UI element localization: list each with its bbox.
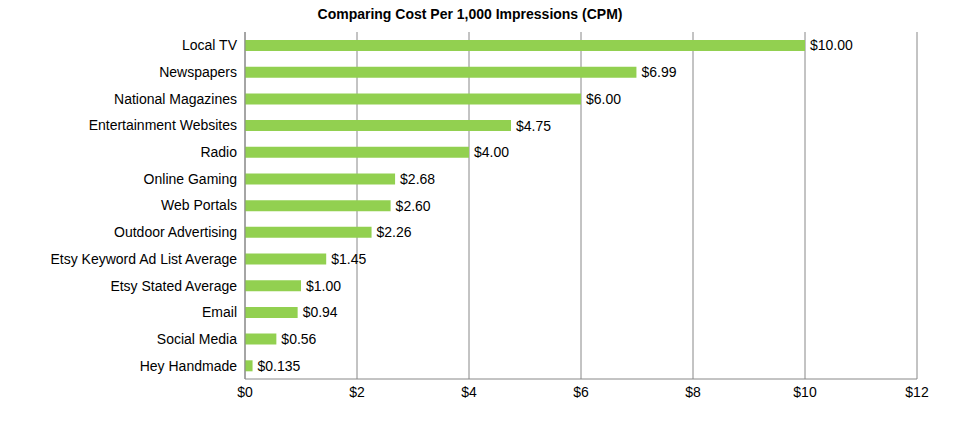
svg-text:Social Media: Social Media <box>157 331 237 347</box>
svg-text:$0.56: $0.56 <box>281 331 316 347</box>
svg-text:$8: $8 <box>685 384 701 400</box>
svg-text:Newspapers: Newspapers <box>159 64 237 80</box>
svg-text:$6.00: $6.00 <box>586 91 621 107</box>
svg-text:Online Gaming: Online Gaming <box>144 171 237 187</box>
svg-text:$0.94: $0.94 <box>303 304 338 320</box>
html-text:Comparing Cost Per 1,000 Impre: Comparing Cost Per 1,000 Impressions (CP… <box>317 6 623 22</box>
svg-text:Email: Email <box>202 304 237 320</box>
svg-text:Radio: Radio <box>200 144 237 160</box>
svg-text:Entertainment Websites: Entertainment Websites <box>89 117 237 133</box>
svg-text:$1.00: $1.00 <box>306 278 341 294</box>
svg-text:$4.00: $4.00 <box>474 144 509 160</box>
svg-text:$4: $4 <box>461 384 477 400</box>
svg-text:$2.68: $2.68 <box>400 171 435 187</box>
svg-text:$2.26: $2.26 <box>377 224 412 240</box>
svg-text:$2.60: $2.60 <box>396 198 431 214</box>
svg-text:Etsy Stated Average: Etsy Stated Average <box>110 278 237 294</box>
svg-text:$2: $2 <box>349 384 365 400</box>
svg-text:$1.45: $1.45 <box>331 251 366 267</box>
svg-text:Hey Handmade: Hey Handmade <box>140 358 237 374</box>
svg-text:$10: $10 <box>793 384 817 400</box>
svg-text:$4.75: $4.75 <box>516 118 551 134</box>
svg-text:$0.135: $0.135 <box>258 358 301 374</box>
svg-text:$6.99: $6.99 <box>641 64 676 80</box>
svg-text:Local TV: Local TV <box>182 37 238 53</box>
svg-text:$0: $0 <box>237 384 253 400</box>
svg-text:Web Portals: Web Portals <box>161 197 237 213</box>
svg-text:National Magazines: National Magazines <box>114 91 237 107</box>
svg-text:Outdoor Advertising: Outdoor Advertising <box>114 224 237 240</box>
svg-text:$10.00: $10.00 <box>810 37 853 53</box>
svg-text:$12: $12 <box>905 384 929 400</box>
svg-text:$6: $6 <box>573 384 589 400</box>
svg-text:Etsy Keyword Ad List Average: Etsy Keyword Ad List Average <box>50 251 237 267</box>
